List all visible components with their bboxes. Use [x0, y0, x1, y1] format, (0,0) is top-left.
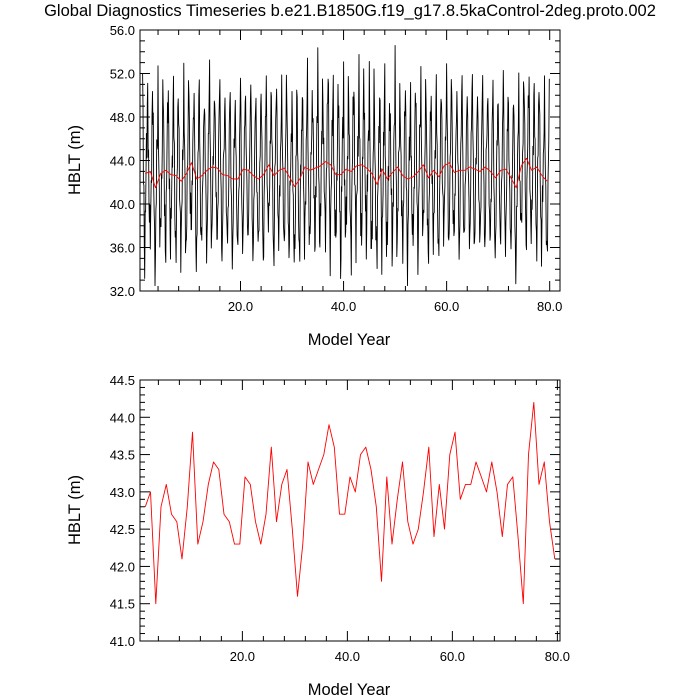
y-tick-label: 52.0 — [110, 67, 135, 82]
y-tick-label: 36.0 — [110, 241, 135, 256]
y-tick-label: 42.0 — [110, 559, 135, 574]
top-y-axis-label: HBLT (m) — [66, 125, 84, 195]
bottom-panel-ticks: 41.0 41.5 42.0 42.5 43.0 43.5 44.0 44.5 20.0 40.0… — [110, 373, 570, 664]
y-tick-label: 44.0 — [110, 154, 135, 169]
y-tick-label: 48.0 — [110, 110, 135, 125]
y-tick-label: 32.0 — [110, 284, 135, 299]
bottom-plot-frame — [139, 379, 561, 642]
bottom-x-axis-label: Model Year — [308, 681, 391, 699]
y-tick-label: 41.0 — [110, 634, 135, 649]
x-tick-label: 20.0 — [228, 299, 253, 314]
top-x-axis-label: Model Year — [308, 331, 391, 349]
annual-series-line — [145, 157, 548, 189]
monthly-series-line — [142, 45, 550, 287]
x-tick-label: 40.0 — [335, 649, 360, 664]
x-tick-label: 80.0 — [545, 649, 570, 664]
bottom-panel: 41.0 41.5 42.0 42.5 43.0 43.5 44.0 44.5 20.0 40.0… — [66, 373, 570, 699]
figure-title: Global Diagnostics Timeseries b.e21.B185… — [44, 2, 656, 20]
x-tick-label: 20.0 — [230, 649, 255, 664]
y-tick-label: 44.0 — [110, 410, 135, 425]
y-tick-label: 42.5 — [110, 522, 135, 537]
y-tick-label: 56.0 — [110, 23, 135, 38]
x-tick-label: 60.0 — [440, 649, 465, 664]
bottom-panel-series — [144, 401, 556, 605]
y-tick-label: 43.5 — [110, 448, 135, 463]
top-panel-ticks: 32.0 36.0 40.0 44.0 48.0 52.0 56.0 20.0 40.0 60.0… — [110, 23, 563, 314]
x-tick-label: 80.0 — [537, 299, 562, 314]
x-tick-label: 40.0 — [331, 299, 356, 314]
y-tick-label: 44.5 — [110, 373, 135, 388]
x-tick-label: 60.0 — [434, 299, 459, 314]
y-tick-label: 41.5 — [110, 597, 135, 612]
y-tick-label: 40.0 — [110, 197, 135, 212]
y-tick-label: 43.0 — [110, 485, 135, 500]
top-panel-series — [142, 45, 550, 287]
annual-series-line — [144, 401, 556, 605]
bottom-y-axis-label: HBLT (m) — [66, 475, 84, 545]
top-panel: 32.0 36.0 40.0 44.0 48.0 52.0 56.0 20.0 40.0 60.0… — [66, 23, 562, 349]
